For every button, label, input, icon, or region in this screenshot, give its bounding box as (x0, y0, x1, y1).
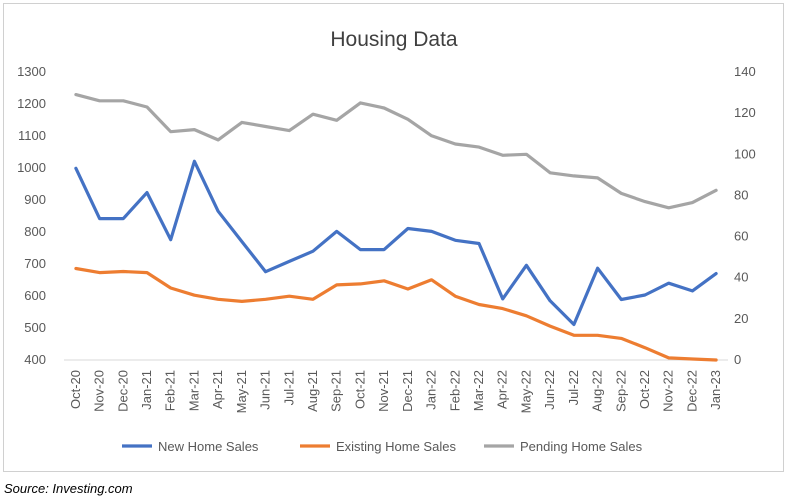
right-tick-label: 120 (734, 105, 756, 120)
series-layer (74, 92, 718, 362)
series-line-existing-home-sales (74, 266, 718, 362)
left-tick-label: 900 (24, 192, 46, 207)
x-tick-label: Jan-21 (139, 370, 154, 410)
x-tick-label: Nov-20 (92, 370, 107, 412)
right-tick-label: 40 (734, 270, 748, 285)
left-tick-label: 1300 (17, 64, 46, 79)
left-tick-label: 1000 (17, 160, 46, 175)
x-tick-label: Dec-20 (115, 370, 130, 412)
x-tick-label: Mar-21 (186, 370, 201, 411)
x-tick-label: Feb-22 (447, 370, 462, 411)
x-tick-label: Jan-22 (424, 370, 439, 410)
right-tick-label: 80 (734, 187, 748, 202)
series-line-new-home-sales (74, 159, 718, 327)
left-tick-label: 1200 (17, 96, 46, 111)
x-tick-label: Oct-22 (637, 370, 652, 409)
source-note: Source: Investing.com (4, 481, 133, 496)
left-tick-label: 600 (24, 288, 46, 303)
left-tick-label: 500 (24, 320, 46, 335)
x-tick-label: Jan-23 (708, 370, 723, 410)
left-tick-label: 800 (24, 224, 46, 239)
x-tick-label: Jun-22 (542, 370, 557, 410)
x-tick-label: Jul-22 (566, 370, 581, 405)
left-tick-label: 700 (24, 256, 46, 271)
legend-label: Existing Home Sales (336, 439, 456, 454)
x-tick-label: Sep-21 (329, 370, 344, 412)
series-line-pending-home-sales (74, 92, 718, 210)
right-tick-label: 60 (734, 229, 748, 244)
legend-label: Pending Home Sales (520, 439, 643, 454)
right-tick-label: 100 (734, 146, 756, 161)
x-tick-label: Jul-21 (281, 370, 296, 405)
x-tick-label: Apr-21 (210, 370, 225, 409)
x-tick-label: Dec-22 (684, 370, 699, 412)
x-axis: Oct-20 Nov-20 Dec-20 Jan-21 Feb-21 Mar-21 Apr-… (64, 359, 728, 413)
x-tick-label: Jun-21 (258, 370, 273, 410)
legend-label: New Home Sales (158, 439, 259, 454)
right-y-axis: 0 20 40 60 80 100 120 140 (734, 64, 756, 367)
right-tick-label: 20 (734, 311, 748, 326)
chart-area: Housing Data 400 500 600 700 800 900 1000 1100 1… (3, 3, 784, 472)
x-tick-label: May-22 (518, 370, 533, 413)
x-tick-label: Dec-21 (400, 370, 415, 412)
x-tick-label: Sep-22 (613, 370, 628, 412)
x-tick-label: Aug-21 (305, 370, 320, 412)
x-tick-label: Nov-22 (661, 370, 676, 412)
x-tick-label: Aug-22 (590, 370, 605, 412)
housing-line-chart: Housing Data 400500600700800900100011001… (17, 28, 756, 454)
left-tick-label: 400 (24, 352, 46, 367)
x-tick-label: Feb-21 (163, 370, 178, 411)
left-tick-label: 1100 (18, 128, 46, 143)
x-tick-label: May-21 (234, 370, 249, 413)
legend: New Home Sales Existing Home Sales Pending… (122, 439, 643, 454)
right-tick-label: 140 (734, 64, 756, 79)
right-tick-label: 0 (734, 352, 741, 367)
x-tick-label: Nov-21 (376, 370, 391, 412)
x-tick-label: Oct-21 (352, 370, 367, 409)
left-y-axis: 400 500 600 700 800 900 1000 1100 1200 1300 (17, 64, 46, 367)
x-tick-label: Oct-20 (68, 370, 83, 409)
x-tick-label: Mar-22 (471, 370, 486, 411)
x-tick-label: Apr-22 (495, 370, 510, 409)
chart-title: Housing Data (330, 28, 458, 51)
